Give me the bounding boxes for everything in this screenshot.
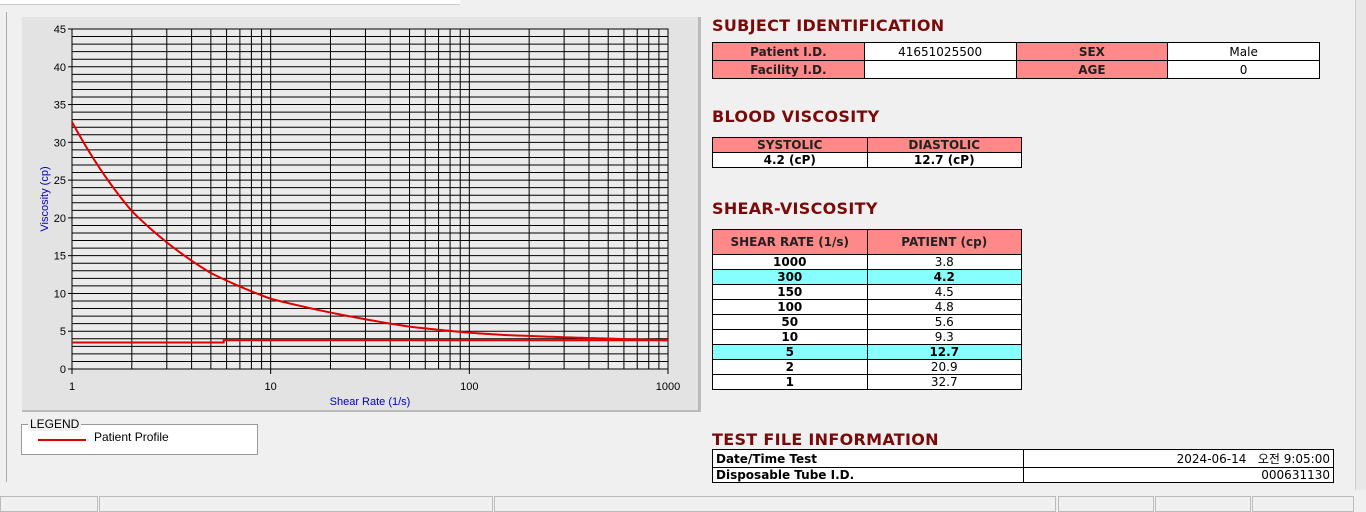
datetime-value: 2024-06-14 오전 9:05:00 [1022, 449, 1334, 468]
viscosity-chart: 0 5 10 15 20 25 30 35 40 45 1 10 100 1000 Shear Rate (… [39, 24, 680, 408]
status-pane-4 [1058, 496, 1154, 512]
series-line-1 [71, 121, 669, 342]
y-tick-label: 5 [60, 326, 66, 338]
left-pane [6, 12, 702, 482]
legend-label: Patient Profile [94, 430, 169, 444]
datetime-label: Date/Time Test [712, 449, 1024, 468]
shear-rate-cell: 10 [712, 329, 868, 345]
patient-value-cell: 9.3 [866, 329, 1022, 345]
patient-value-cell: 32.7 [866, 374, 1022, 390]
shear-row: 50 5.6 [712, 314, 1022, 330]
shear-rate-cell: 300 [712, 269, 868, 285]
age-label: AGE [1015, 60, 1169, 79]
shear-rate-cell: 50 [712, 314, 868, 330]
y-tick-label: 45 [54, 24, 66, 36]
facility-id-label: Facility I.D. [712, 60, 865, 79]
shear-row: 1000 3.8 [712, 254, 1022, 270]
patient-value-cell: 12.7 [866, 344, 1022, 360]
sex-value: Male [1167, 42, 1320, 61]
sex-label: SEX [1015, 42, 1169, 61]
shear-row: 5 12.7 [712, 344, 1022, 360]
x-tick-label: 10 [265, 381, 277, 393]
patient-header: PATIENT (cp) [866, 229, 1022, 255]
shear-row: 150 4.5 [712, 284, 1022, 300]
shear-row: 2 20.9 [712, 359, 1022, 375]
diastolic-value: 12.7 (cP) [866, 152, 1022, 168]
shear-rate-header: SHEAR RATE (1/s) [712, 229, 868, 255]
patient-value-cell: 5.6 [866, 314, 1022, 330]
x-tick-label: 1 [69, 381, 75, 393]
y-tick-label: 35 [54, 100, 66, 112]
plot-area [71, 28, 669, 370]
shear-row: 100 4.8 [712, 299, 1022, 315]
age-value: 0 [1167, 60, 1320, 79]
shear-rate-cell: 1 [712, 374, 868, 390]
y-tick-label: 20 [54, 213, 66, 225]
vertical-scrollbar[interactable] [1355, 0, 1366, 490]
status-pane-2 [99, 496, 493, 512]
patient-value-cell: 4.8 [866, 299, 1022, 315]
legend-title: LEGEND [28, 417, 82, 431]
series-line-2 [72, 339, 668, 344]
shear-rate-cell: 5 [712, 344, 868, 360]
shear-rate-cell: 2 [712, 359, 868, 375]
facility-id-value [863, 60, 1017, 79]
status-pane-5 [1155, 496, 1251, 512]
blood-table: SYSTOLIC DIASTOLIC 4.2 (cP) 12.7 (cP) [712, 137, 1022, 168]
legend: LEGEND Patient Profile [21, 417, 258, 455]
status-pane-1 [0, 496, 98, 512]
status-pane-3 [494, 496, 1056, 512]
patient-value-cell: 20.9 [866, 359, 1022, 375]
systolic-label: SYSTOLIC [712, 137, 868, 153]
shear-rate-cell: 1000 [712, 254, 868, 270]
subject-title: SUBJECT IDENTIFICATION [712, 16, 945, 35]
y-tick-label: 15 [54, 251, 66, 263]
shear-row: 10 9.3 [712, 329, 1022, 345]
shear-rate-cell: 100 [712, 299, 868, 315]
patient-value-cell: 4.5 [866, 284, 1022, 300]
status-pane-6 [1252, 496, 1354, 512]
x-tick-label: 100 [460, 381, 478, 393]
chart-panel: 0 5 10 15 20 25 30 35 40 45 1 10 100 1000 Shear Rate (… [22, 17, 701, 412]
blood-title: BLOOD VISCOSITY [712, 107, 880, 126]
testfile-title: TEST FILE INFORMATION [712, 430, 939, 449]
shear-row: 1 32.7 [712, 374, 1022, 390]
y-tick-label: 10 [54, 288, 66, 300]
patient-value-cell: 4.2 [866, 269, 1022, 285]
y-tick-label: 25 [54, 175, 66, 187]
testfile-table: Date/Time Test 2024-06-14 오전 9:05:00 Disp… [712, 449, 1334, 483]
subject-table: Patient I.D. 41651025500 SEX Male Facility … [712, 42, 1320, 79]
shear-title: SHEAR-VISCOSITY [712, 199, 878, 218]
y-axis-label: Viscosity (cp) [39, 166, 51, 231]
shear-table: SHEAR RATE (1/s) PATIENT (cp) 1000 3.8 300 4… [712, 229, 1022, 390]
patient-value-cell: 3.8 [866, 254, 1022, 270]
y-tick-label: 0 [60, 364, 66, 376]
x-tick-label: 1000 [656, 381, 680, 393]
shear-row: 300 4.2 [712, 269, 1022, 285]
top-bar [0, 0, 460, 5]
tube-label: Disposable Tube I.D. [712, 467, 1024, 483]
systolic-value: 4.2 (cP) [712, 152, 868, 168]
patient-id-value: 41651025500 [863, 42, 1017, 61]
diastolic-label: DIASTOLIC [866, 137, 1022, 153]
tube-value: 000631130 [1022, 467, 1334, 483]
x-axis-label: Shear Rate (1/s) [330, 396, 411, 408]
y-tick-label: 30 [54, 137, 66, 149]
legend-swatch [38, 439, 86, 441]
y-tick-label: 40 [54, 62, 66, 74]
shear-rate-cell: 150 [712, 284, 868, 300]
patient-id-label: Patient I.D. [712, 42, 865, 61]
